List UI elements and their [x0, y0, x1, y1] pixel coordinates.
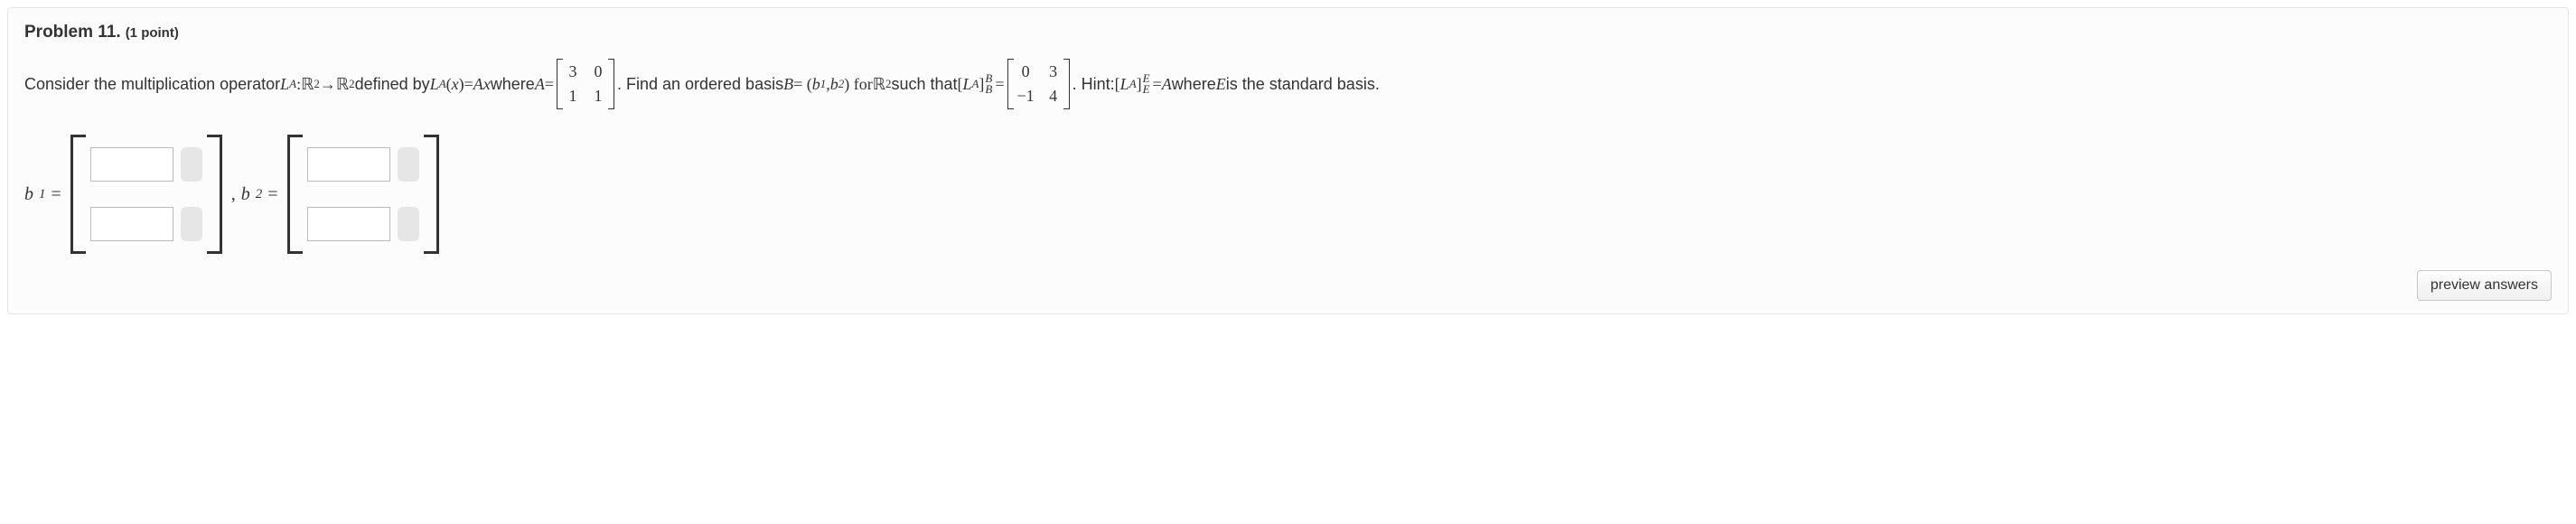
- problem-header: Problem 11. (1 point): [24, 23, 2552, 42]
- vector-b1: [70, 135, 222, 254]
- text-segment: defined by: [355, 73, 430, 96]
- sym-eqp: = (: [793, 73, 812, 96]
- matrix-target: 0 3 −1 4: [1007, 59, 1070, 109]
- sym-B: B: [783, 73, 793, 96]
- problem-number: Problem 11.: [24, 23, 121, 42]
- matrix-T-11: 0: [1017, 61, 1035, 83]
- sym-x: x: [452, 73, 459, 96]
- supsub-EE: EE: [1143, 73, 1150, 96]
- sym-x2: x: [483, 73, 491, 96]
- matrix-T-12: 3: [1047, 61, 1060, 83]
- sym-L3: L: [962, 73, 971, 96]
- label-eq1: =: [52, 184, 61, 205]
- matrix-T-22: 4: [1047, 85, 1060, 108]
- matrix-A: 3 0 1 1: [557, 59, 614, 109]
- sym-A2: A: [535, 73, 545, 96]
- label-eq2: =: [267, 184, 277, 205]
- problem-card: Problem 11. (1 point) Consider the multi…: [7, 7, 2569, 314]
- preview-answers-button[interactable]: preview answers: [2417, 270, 2552, 301]
- input-status-icon: [398, 207, 419, 241]
- sym-R: ℝ: [301, 73, 314, 96]
- sym-eq: =: [464, 73, 473, 96]
- footer-row: preview answers: [24, 270, 2552, 301]
- sym-arrow: →: [320, 73, 336, 96]
- text-segment: Consider the multiplication operator: [24, 73, 280, 96]
- text-segment: where: [1172, 73, 1216, 96]
- sym-eq2: =: [545, 73, 554, 96]
- input-b1-1[interactable]: [90, 147, 173, 182]
- input-b1-2[interactable]: [90, 207, 173, 241]
- sym-L-sub: A: [289, 76, 296, 92]
- sym-L: L: [280, 73, 289, 96]
- label-comma: ,: [231, 184, 236, 205]
- sym-L2-sub: A: [439, 76, 446, 92]
- sym-A: A: [473, 73, 483, 96]
- matrix-A-22: 1: [592, 85, 604, 108]
- sym-brR2: ]: [1137, 73, 1142, 96]
- problem-statement: Consider the multiplication operator LA …: [24, 59, 2552, 109]
- input-status-icon: [398, 147, 419, 182]
- text-segment: such that: [891, 73, 957, 96]
- input-status-icon: [181, 207, 202, 241]
- supsub-BB: BB: [985, 73, 992, 96]
- sym-b1: b: [812, 73, 820, 96]
- sym-L4s: A: [1129, 76, 1137, 92]
- label-b2: b: [241, 184, 250, 205]
- matrix-T-21: −1: [1017, 85, 1035, 108]
- label-b1: b: [24, 184, 33, 205]
- matrix-A-11: 3: [567, 61, 579, 83]
- sym-R3: ℝ: [873, 73, 885, 96]
- sym-E: E: [1216, 73, 1226, 96]
- text-segment: where: [491, 73, 535, 96]
- sym-b2: b: [830, 73, 838, 96]
- text-segment: . Hint:: [1073, 73, 1115, 96]
- input-b2-2[interactable]: [307, 207, 390, 241]
- sym-A3: A: [1162, 73, 1172, 96]
- answer-row: b1 = , b2 =: [24, 135, 2552, 254]
- text-segment: . Find an ordered basis: [617, 73, 783, 96]
- sym-brR: ]: [979, 73, 984, 96]
- input-status-icon: [181, 147, 202, 182]
- problem-points: (1 point): [126, 25, 179, 41]
- sym-R2: ℝ: [336, 73, 349, 96]
- matrix-A-12: 0: [592, 61, 604, 83]
- vector-b2: [287, 135, 439, 254]
- matrix-A-21: 1: [567, 85, 579, 108]
- sym-L4: L: [1120, 73, 1129, 96]
- sym-L2: L: [430, 73, 439, 96]
- label-b2-sub: 2: [256, 187, 263, 202]
- sym-rp2: ) for: [844, 73, 872, 96]
- sym-L3s: A: [972, 76, 979, 92]
- text-segment: is the standard basis.: [1226, 73, 1380, 96]
- sym-eq3: =: [995, 73, 1004, 96]
- label-b1-sub: 1: [39, 187, 46, 202]
- input-b2-1[interactable]: [307, 147, 390, 182]
- sym-eq4: =: [1153, 73, 1162, 96]
